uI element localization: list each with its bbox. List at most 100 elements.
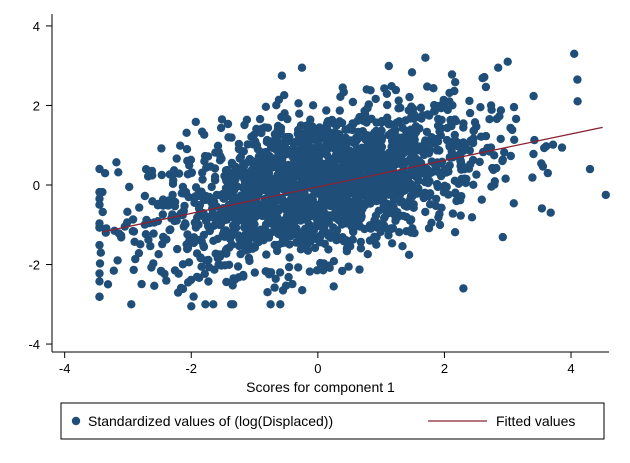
scatter-point [415, 124, 424, 133]
x-tick-label: 0 [314, 361, 321, 376]
scatter-point [328, 176, 337, 185]
scatter-point [351, 198, 360, 207]
scatter-point [327, 163, 336, 172]
scatter-point [305, 267, 314, 276]
scatter-point [265, 181, 274, 190]
scatter-point [95, 292, 104, 301]
scatter-point [262, 169, 271, 179]
scatter-point [249, 163, 259, 173]
scatter-point [243, 157, 253, 167]
scatter-point [450, 176, 459, 185]
scatter-point [218, 230, 227, 239]
scatter-point [210, 164, 220, 173]
scatter-point [372, 240, 381, 249]
scatter-point [378, 194, 387, 203]
scatter-point [509, 102, 519, 112]
scatter-point [120, 222, 129, 231]
scatter-point [335, 130, 344, 139]
scatter-point [510, 135, 519, 144]
scatter-point [376, 143, 386, 153]
scatter-point [176, 141, 185, 150]
scatter-point [465, 96, 474, 106]
scatter-point [220, 261, 230, 270]
scatter-point [434, 114, 443, 124]
scatter-point [272, 101, 281, 110]
scatter-point [585, 164, 595, 174]
scatter-point [128, 215, 138, 224]
scatter-point [286, 221, 295, 231]
scatter-point [490, 151, 499, 160]
scatter-point [277, 71, 287, 80]
scatter-point [437, 203, 446, 212]
scatter-point [366, 138, 376, 148]
scatter-point [201, 300, 210, 309]
scatter-point [226, 300, 236, 309]
scatter-point [194, 204, 204, 213]
scatter-point [529, 149, 538, 159]
scatter-point [239, 217, 248, 226]
scatter-point [478, 73, 487, 83]
scatter-point [173, 244, 182, 254]
scatter-point [183, 278, 193, 287]
scatter-point [183, 244, 192, 254]
scatter-point [209, 300, 218, 309]
y-tick-label: 2 [33, 98, 40, 113]
scatter-point [362, 116, 371, 125]
scatter-point [284, 262, 294, 272]
scatter-point [537, 204, 547, 213]
scatter-point [233, 262, 243, 271]
scatter-point [234, 144, 244, 153]
scatter-point [335, 117, 344, 126]
y-tick-label: 4 [33, 19, 40, 34]
scatter-point [196, 253, 205, 263]
scatter-point [414, 184, 423, 193]
scatter-point [228, 159, 237, 169]
scatter-point [287, 197, 297, 206]
scatter-point [492, 163, 501, 173]
x-tick-label: -4 [59, 361, 71, 376]
scatter-point [248, 242, 258, 251]
scatter-point [340, 194, 349, 203]
scatter-point [212, 190, 221, 200]
scatter-point [154, 250, 163, 259]
scatter-point [423, 178, 433, 188]
scatter-point [162, 276, 171, 285]
scatter-point [95, 240, 104, 250]
scatter-point [266, 268, 276, 277]
scatter-point [456, 211, 465, 220]
scatter-point [184, 192, 193, 202]
scatter-point [391, 85, 401, 95]
scatter-point [548, 140, 558, 149]
scatter-point [266, 208, 276, 217]
scatter-point [459, 284, 468, 293]
scatter-point [208, 209, 217, 218]
scatter-point [363, 104, 372, 113]
scatter-point [338, 233, 347, 242]
scatter-point [320, 215, 329, 224]
scatter-point [129, 265, 138, 275]
scatter-point [215, 156, 225, 165]
scatter-point [317, 208, 326, 217]
scatter-point [345, 187, 354, 196]
axes-layer: -4 -2 0 2 4 -4 -2 0 2 4 Scores for component 1 [28, 14, 609, 395]
scatter-point [398, 242, 407, 251]
scatter-point [285, 253, 294, 262]
scatter-point [472, 170, 481, 179]
scatter-point [238, 240, 248, 249]
scatter-point [346, 242, 355, 251]
scatter-point [370, 216, 379, 225]
scatter-point [265, 151, 274, 161]
scatter-point [254, 155, 263, 165]
scatter-point [366, 86, 375, 95]
scatter-point [465, 146, 474, 155]
scatter-point [204, 263, 214, 272]
scatter-point [336, 204, 346, 213]
scatter-point [207, 182, 216, 192]
scatter-point [148, 197, 157, 206]
scatter-point [250, 268, 259, 277]
scatter-point [279, 226, 288, 235]
scatter-point [425, 200, 435, 209]
scatter-point [298, 286, 307, 295]
scatter-point [182, 145, 192, 154]
scatter-point [221, 184, 231, 193]
